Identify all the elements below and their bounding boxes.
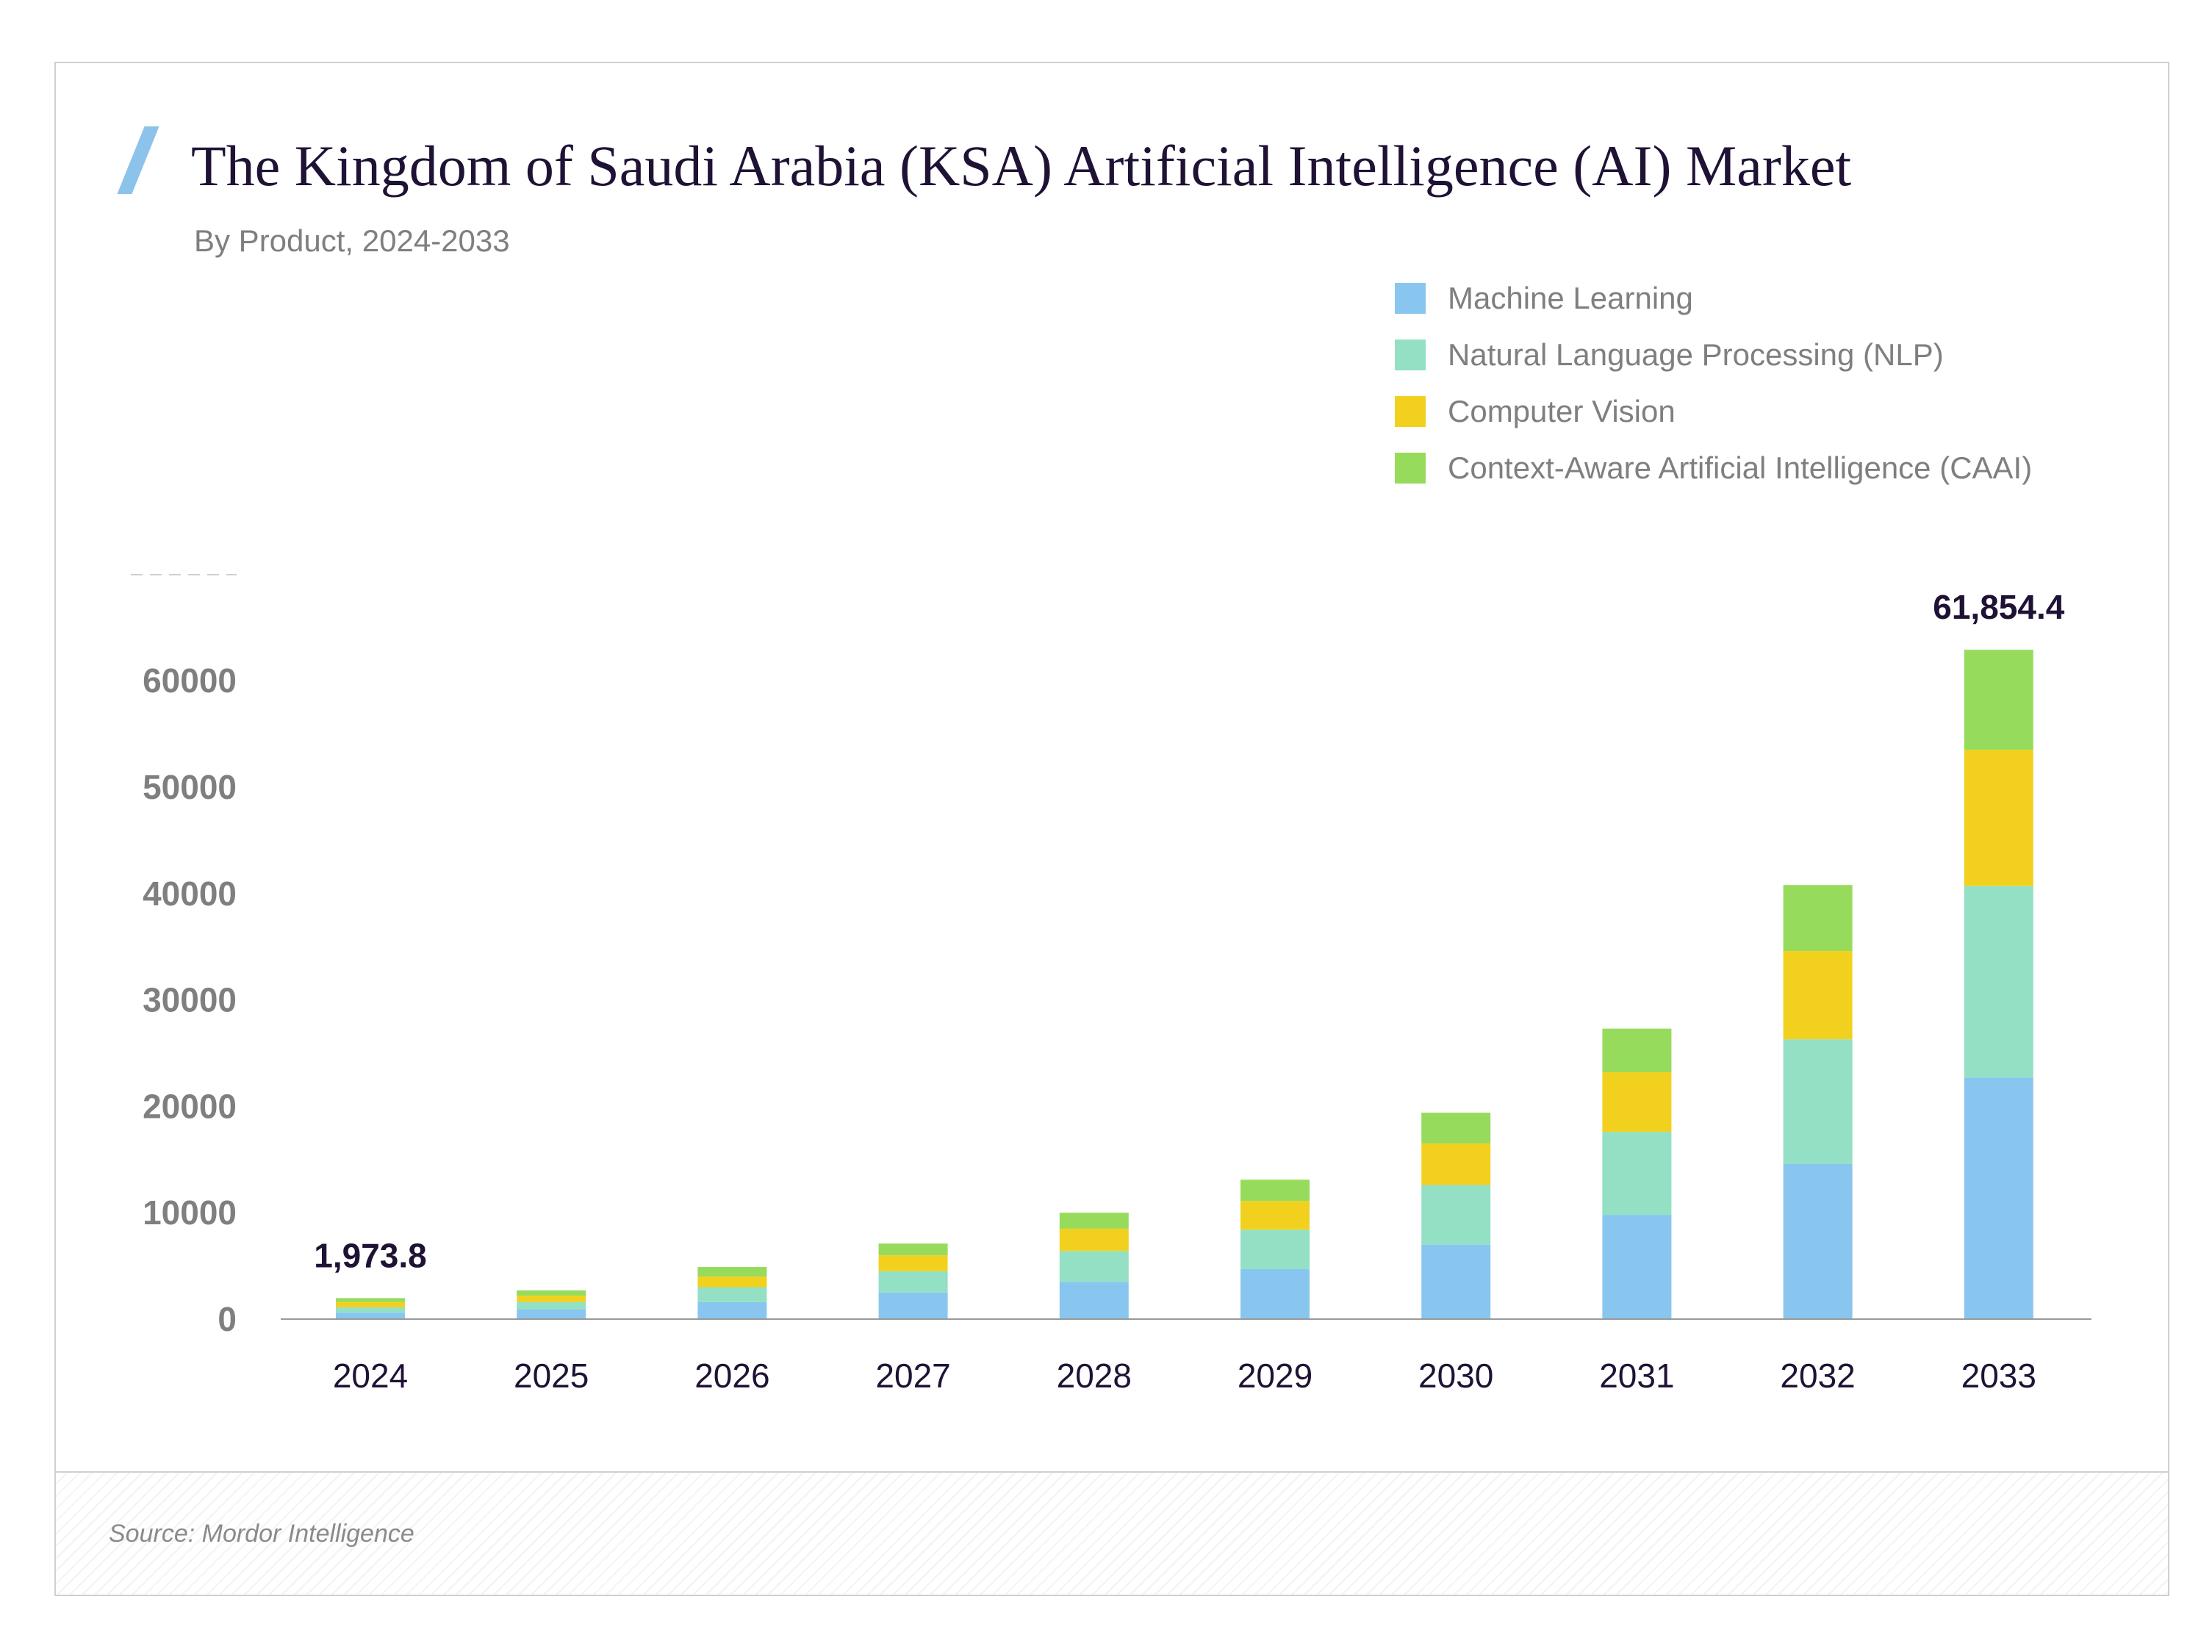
y-tick-label: 40000 bbox=[143, 875, 237, 913]
legend-item-computer-vision: Computer Vision bbox=[1395, 394, 1676, 429]
bar-segment bbox=[878, 1271, 948, 1293]
chart-card bbox=[54, 62, 2169, 1596]
bar-segment bbox=[517, 1290, 586, 1296]
bar-segment bbox=[697, 1287, 767, 1302]
x-tick-label: 2024 bbox=[333, 1357, 408, 1395]
source-note: Source: Mordor Intelligence bbox=[109, 1520, 414, 1548]
x-tick-label: 2027 bbox=[875, 1357, 950, 1395]
bar-segment bbox=[1602, 1028, 1672, 1073]
x-tick-label: 2032 bbox=[1780, 1357, 1855, 1395]
y-tick-label: 60000 bbox=[143, 661, 237, 700]
bar-segment bbox=[517, 1309, 586, 1319]
x-tick-label: 2033 bbox=[1961, 1357, 2036, 1395]
data-label-total: 61,854.4 bbox=[1933, 588, 2064, 626]
bar-segment bbox=[1059, 1282, 1129, 1319]
bar-segment bbox=[1602, 1132, 1672, 1215]
bar-segment bbox=[1602, 1072, 1672, 1132]
bar-segment bbox=[1964, 886, 2033, 1078]
bar-segment bbox=[1964, 650, 2033, 750]
bar-segment bbox=[517, 1296, 586, 1302]
x-tick-label: 2025 bbox=[514, 1357, 589, 1395]
x-tick-label: 2030 bbox=[1418, 1357, 1493, 1395]
bar-segment bbox=[1783, 885, 1853, 951]
chart-title: The Kingdom of Saudi Arabia (KSA) Artifi… bbox=[191, 134, 1852, 198]
y-tick-label: 0 bbox=[218, 1300, 237, 1338]
bar-segment bbox=[1240, 1268, 1310, 1319]
bar-segment bbox=[1421, 1143, 1491, 1185]
x-tick-label: 2028 bbox=[1057, 1357, 1132, 1395]
x-tick-label: 2031 bbox=[1599, 1357, 1674, 1395]
bar-segment bbox=[1602, 1215, 1672, 1319]
bar-segment bbox=[878, 1292, 948, 1319]
bar-segment bbox=[1059, 1228, 1129, 1251]
legend-swatch bbox=[1395, 340, 1426, 370]
bar-segment bbox=[1059, 1251, 1129, 1282]
bar-segment bbox=[878, 1255, 948, 1271]
bar-segment bbox=[336, 1301, 405, 1308]
x-tick-label: 2029 bbox=[1238, 1357, 1313, 1395]
legend-swatch bbox=[1395, 453, 1426, 484]
bar-segment bbox=[1421, 1185, 1491, 1245]
y-tick-label: 20000 bbox=[143, 1087, 237, 1125]
bar-segment bbox=[1783, 950, 1853, 1040]
bar-segment bbox=[517, 1301, 586, 1310]
legend-item-caai: Context-Aware Artificial Intelligence (C… bbox=[1395, 450, 2032, 486]
y-tick-label: 10000 bbox=[143, 1193, 237, 1232]
legend-item-nlp: Natural Language Processing (NLP) bbox=[1395, 337, 1944, 373]
data-label-total: 1,973.8 bbox=[314, 1236, 426, 1274]
bar-segment bbox=[1240, 1201, 1310, 1230]
legend-label: Context-Aware Artificial Intelligence (C… bbox=[1448, 450, 2033, 485]
bar-segment bbox=[1421, 1244, 1491, 1319]
bar-segment bbox=[878, 1243, 948, 1256]
y-tick-label: 50000 bbox=[143, 768, 237, 806]
bar-segment bbox=[1240, 1229, 1310, 1269]
legend-swatch bbox=[1395, 396, 1426, 427]
bar-segment bbox=[336, 1312, 405, 1319]
legend-label: Machine Learning bbox=[1448, 281, 1693, 315]
legend-label: Natural Language Processing (NLP) bbox=[1448, 337, 1944, 372]
chart-subtitle: By Product, 2024-2033 bbox=[194, 223, 510, 258]
bar-segment bbox=[1240, 1179, 1310, 1202]
bar-segment bbox=[697, 1301, 767, 1319]
bar-segment bbox=[1783, 1039, 1853, 1164]
y-tick-label: 30000 bbox=[143, 981, 237, 1019]
bar-segment bbox=[697, 1276, 767, 1288]
bar-segment bbox=[1421, 1113, 1491, 1144]
bar-segment bbox=[1783, 1163, 1853, 1319]
bar-segment bbox=[336, 1307, 405, 1313]
bar-segment bbox=[1059, 1213, 1129, 1229]
footer-band bbox=[56, 1471, 2168, 1595]
stacked-bar-chart: 0 10000 20000 30000 40000 50000 60000 2024 2025 2… bbox=[131, 574, 2091, 1395]
legend-item-machine-learning: Machine Learning bbox=[1395, 281, 1693, 316]
bar-segment bbox=[1964, 1077, 2033, 1319]
x-tick-label: 2026 bbox=[694, 1357, 769, 1395]
legend-label: Computer Vision bbox=[1448, 394, 1676, 428]
bar-segment bbox=[697, 1267, 767, 1277]
bar-segment bbox=[1964, 750, 2033, 886]
bar-segment bbox=[336, 1298, 405, 1302]
legend-swatch bbox=[1395, 283, 1426, 314]
